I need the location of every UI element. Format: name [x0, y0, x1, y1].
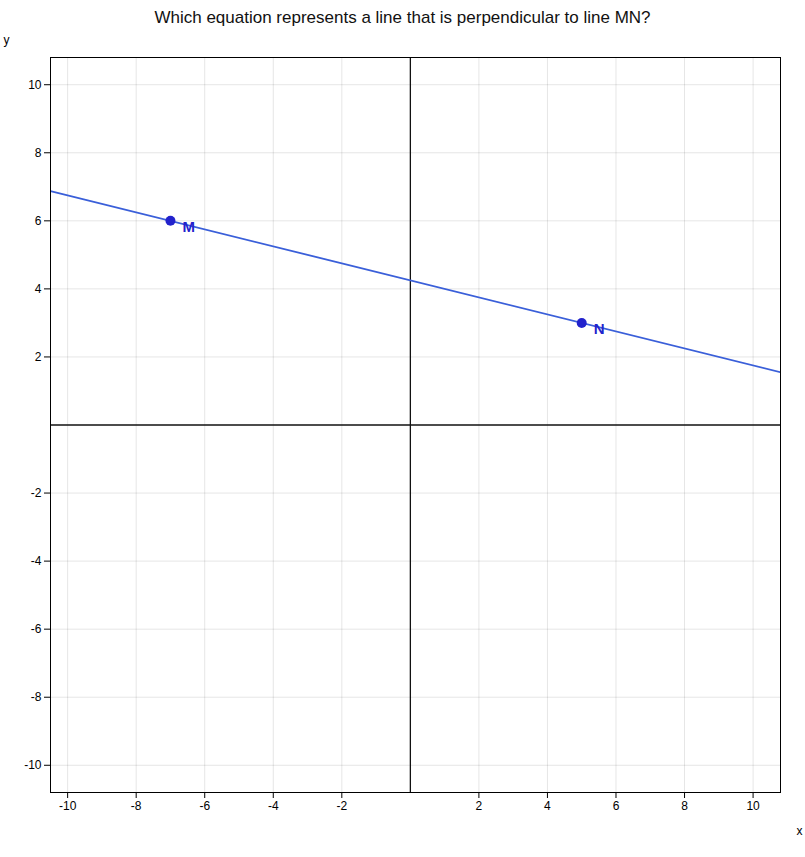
svg-text:8: 8	[681, 799, 688, 813]
svg-text:2: 2	[476, 799, 483, 813]
svg-text:-8: -8	[131, 799, 142, 813]
svg-text:-8: -8	[31, 690, 42, 704]
svg-text:2: 2	[35, 350, 42, 364]
svg-text:-2: -2	[31, 486, 42, 500]
svg-text:10: 10	[746, 799, 760, 813]
html-text:Which equation represents a li: Which equation represents a line that is…	[154, 8, 651, 27]
svg-text:M: M	[182, 218, 195, 235]
svg-text:x: x	[797, 824, 803, 838]
svg-text:-6: -6	[31, 622, 42, 636]
svg-text:-10: -10	[59, 799, 77, 813]
svg-text:4: 4	[544, 799, 551, 813]
svg-text:8: 8	[35, 146, 42, 160]
svg-text:-6: -6	[199, 799, 210, 813]
svg-text:6: 6	[613, 799, 620, 813]
svg-text:-10: -10	[24, 758, 42, 772]
svg-text:4: 4	[35, 282, 42, 296]
svg-text:-2: -2	[336, 799, 347, 813]
svg-text:-4: -4	[268, 799, 279, 813]
svg-text:y: y	[4, 33, 10, 47]
svg-text:-4: -4	[31, 554, 42, 568]
svg-text:N: N	[594, 320, 605, 337]
svg-text:6: 6	[35, 214, 42, 228]
svg-text:10: 10	[28, 78, 42, 92]
